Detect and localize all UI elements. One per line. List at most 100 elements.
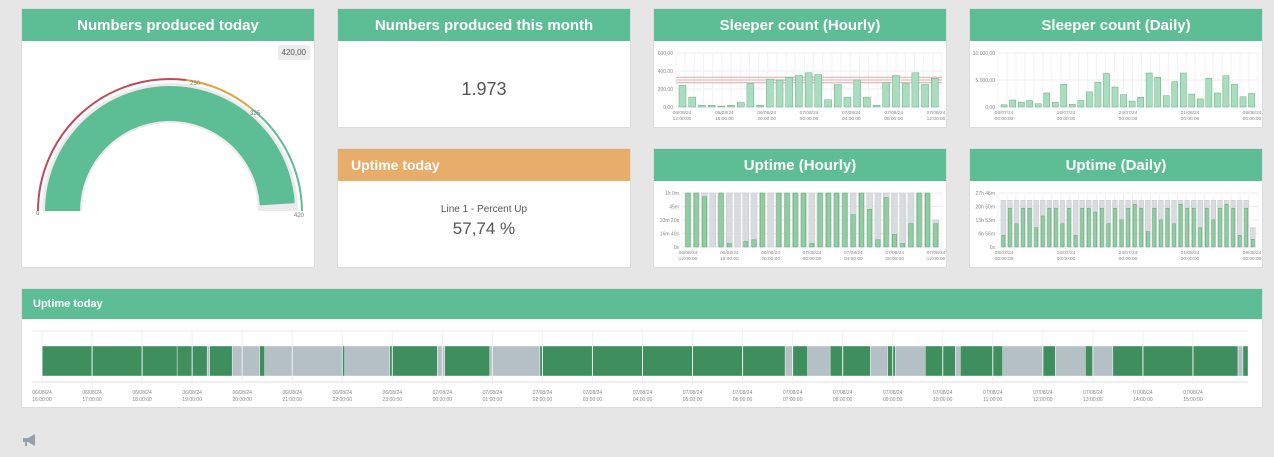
x-tick-label: 07/08/24 (885, 250, 904, 256)
x-tick-label: 24/07/24 (1119, 250, 1138, 256)
bar (1214, 92, 1221, 108)
bar (933, 223, 939, 248)
x-tick-label: 18:00:00 (132, 397, 152, 403)
x-tick-label: 01/08/24 (1181, 110, 1200, 116)
bar (1205, 207, 1209, 248)
y-tick-label: 0,00 (985, 105, 995, 111)
gauge-chart: 0 250 325 420 (36, 78, 305, 219)
timeline-segment (784, 345, 793, 377)
bar (1051, 101, 1059, 108)
timeline-segment (344, 345, 390, 377)
bar (756, 104, 764, 108)
bar (1001, 235, 1006, 248)
x-tick-label: 06/08/24 (679, 250, 698, 256)
x-tick-label: 16:00:00 (32, 397, 52, 403)
bar (1060, 84, 1068, 108)
bar (1172, 223, 1176, 248)
bar (809, 243, 815, 248)
x-tick-label: 02:00:00 (533, 397, 553, 403)
bar (875, 239, 881, 248)
bar-total (750, 192, 758, 248)
card-produced-month: Numbers produced this month 1.973 (337, 8, 631, 128)
y-tick-label: 0s (674, 245, 680, 251)
bar (1069, 104, 1076, 108)
x-tick-label: 07/08/24 (733, 390, 753, 396)
bar (1054, 207, 1058, 248)
x-tick-label: 00:00:00 (995, 116, 1014, 122)
bar (685, 192, 691, 248)
bar (900, 243, 906, 248)
x-tick-label: 07/08/24 (1083, 390, 1103, 396)
y-tick-label: 1h 0m (665, 191, 679, 197)
card-uptime-hourly: Uptime (Hourly) 1h 0m 45m 33m 20s 16m 40s 0s… (653, 148, 947, 268)
x-tick-label: 07/08/24 (883, 390, 903, 396)
x-tick-label: 07/08/24 (927, 250, 946, 256)
bar (842, 192, 848, 248)
y-tick-label: 10.000,00 (973, 51, 995, 57)
bar (1171, 81, 1179, 108)
bar-total (899, 192, 906, 248)
gauge-label-0: 0 (36, 211, 40, 217)
x-tick-label: 07/08/24 (983, 390, 1003, 396)
x-tick-label: 12:00:00 (673, 116, 692, 122)
x-tick-label: 08:00:00 (884, 116, 903, 122)
bar (901, 83, 910, 108)
bar (908, 223, 914, 248)
bar (717, 105, 726, 108)
x-tick-label: 06/08/24 (761, 250, 780, 256)
timeline-segment (264, 345, 343, 377)
bar (743, 241, 749, 248)
timeline-segment (807, 345, 831, 377)
gauge-band-orange (185, 79, 253, 110)
x-tick-label: 00:00:00 (1119, 256, 1138, 262)
bar (863, 96, 871, 108)
y-tick-label: 20h 50m (976, 205, 995, 211)
card-sleeper-hourly: Sleeper count (Hourly) 600,00 400,00 200,0… (653, 8, 947, 128)
x-tick-label: 22:00:00 (333, 397, 353, 403)
gauge-label-420: 420 (294, 213, 305, 219)
bar (1128, 100, 1136, 108)
bar (1188, 93, 1196, 108)
bar (1111, 86, 1119, 108)
timeline-segment (895, 345, 926, 377)
x-tick-label: 06/08/24 (32, 390, 52, 396)
timeline-segment (869, 345, 888, 377)
bar (1034, 227, 1038, 248)
x-tick-label: 00:00:00 (1181, 256, 1200, 262)
x-tick-label: 14:00:00 (1133, 397, 1153, 403)
bar (759, 192, 765, 248)
gauge-band-green (251, 108, 303, 212)
bar (1218, 207, 1222, 248)
bar (678, 85, 687, 108)
bar (1231, 84, 1238, 108)
timeline-segment (829, 345, 871, 377)
x-tick-label: 00:00:00 (1057, 256, 1076, 262)
bar (1060, 223, 1065, 248)
x-tick-label: 04:00:00 (633, 397, 653, 403)
bar (1244, 207, 1248, 248)
x-tick-label: 07/08/24 (800, 110, 819, 116)
bar (1159, 219, 1163, 248)
x-tick-label: 07/08/24 (783, 390, 803, 396)
timeline-segment (1242, 345, 1249, 377)
y-tick-label: 16m 40s (660, 232, 680, 238)
bar (1222, 75, 1230, 108)
x-tick-label: 06/08/24 (132, 390, 152, 396)
produced-month-value: 1.973 (461, 79, 507, 99)
bar (698, 104, 706, 108)
bar (718, 192, 724, 248)
bar (1043, 92, 1051, 108)
bar (792, 192, 798, 248)
card-title: Numbers produced this month (338, 9, 630, 41)
x-tick-label: 06/08/24 (232, 390, 252, 396)
x-tick-label: 07/08/24 (833, 390, 853, 396)
megaphone-icon[interactable] (22, 433, 38, 447)
bar (1008, 207, 1012, 248)
card-title: Uptime today (22, 289, 1262, 319)
x-tick-label: 12:00:00 (927, 116, 946, 122)
x-tick-label: 08:00:00 (885, 256, 904, 262)
bar (1047, 207, 1052, 248)
gauge-label-325: 325 (250, 111, 261, 117)
bar (843, 96, 852, 108)
